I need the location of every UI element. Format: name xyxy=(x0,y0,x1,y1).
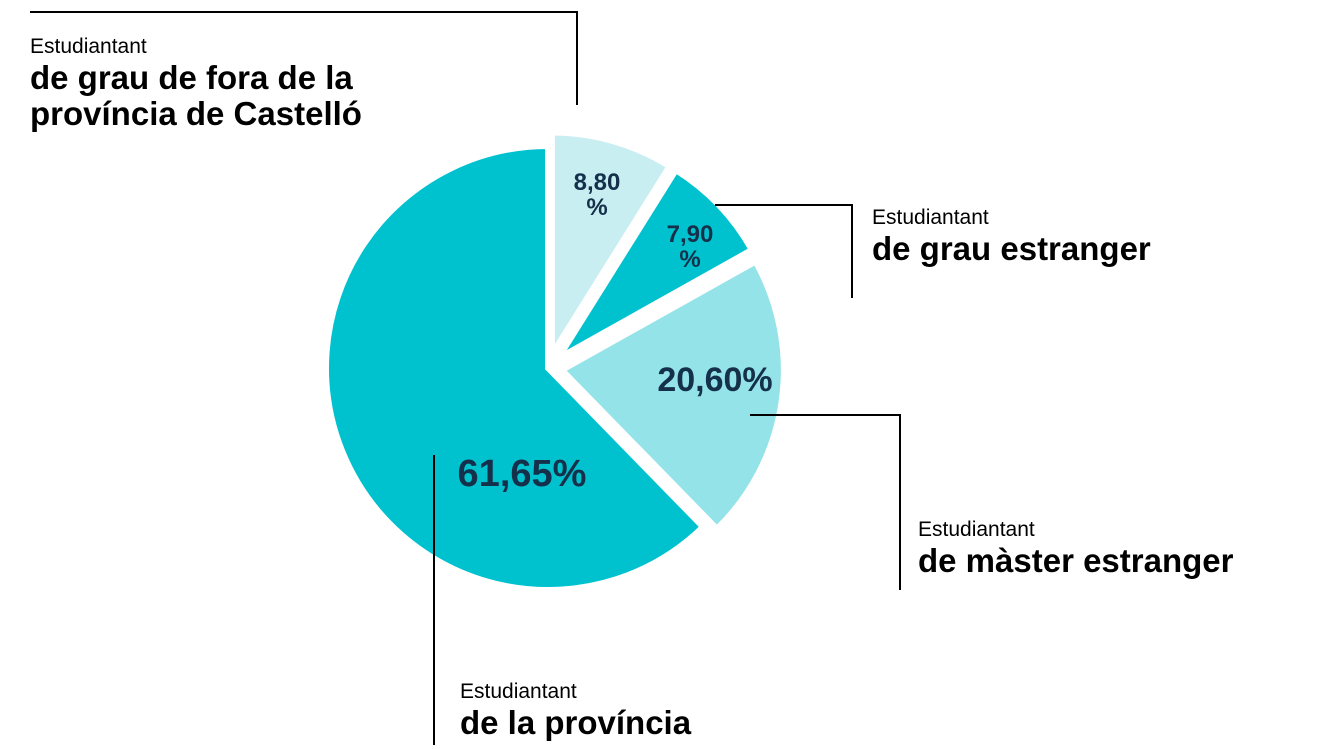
leader-line xyxy=(30,11,578,105)
category-name: de grau estranger xyxy=(872,230,1151,267)
pie-slice xyxy=(323,142,708,593)
category-name: de la província xyxy=(460,704,692,741)
pie-slice xyxy=(548,129,674,365)
value-label: 20,60% xyxy=(657,361,773,400)
category-label: Estudiantant de grau estranger xyxy=(872,205,1292,267)
category-label: Estudiantant de grau de fora de la provín… xyxy=(30,34,370,132)
category-label: Estudiantant de la província xyxy=(460,679,860,741)
pie-slice xyxy=(556,257,787,534)
category-prefix: Estudiantant xyxy=(460,680,577,703)
category-prefix: Estudiantant xyxy=(918,518,1035,541)
category-prefix: Estudiantant xyxy=(872,206,989,229)
leader-line xyxy=(715,204,853,298)
value-label: 7,90 % xyxy=(666,220,714,273)
value-label: 61,65% xyxy=(457,453,587,496)
category-label: Estudiantant de màster estranger xyxy=(918,517,1318,579)
value-label: 8,80 % xyxy=(573,168,621,221)
category-name: de grau de fora de la província de Caste… xyxy=(30,59,362,132)
category-prefix: Estudiantant xyxy=(30,35,147,58)
category-name: de màster estranger xyxy=(918,542,1234,579)
leader-line xyxy=(750,414,901,590)
